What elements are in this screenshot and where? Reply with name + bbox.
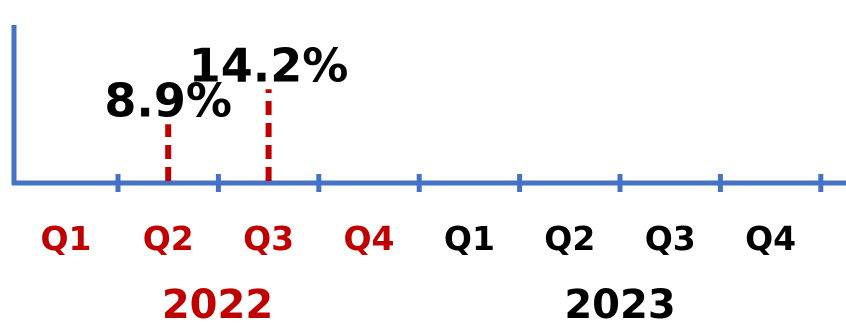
data-value-label: 8.9% — [104, 73, 232, 127]
data-value-label: 14.2% — [189, 38, 349, 92]
year-label: 2023 — [564, 282, 675, 324]
x-tick-label: Q4 — [745, 219, 796, 258]
x-tick-label: Q2 — [143, 219, 194, 258]
year-label: 2022 — [162, 282, 273, 324]
x-tick-label: Q4 — [343, 219, 394, 258]
x-tick-label: Q1 — [40, 219, 91, 258]
x-tick-label: Q1 — [444, 219, 495, 258]
x-tick-label: Q2 — [544, 219, 595, 258]
x-tick-label: Q3 — [645, 219, 696, 258]
x-tick-label: Q3 — [243, 219, 294, 258]
